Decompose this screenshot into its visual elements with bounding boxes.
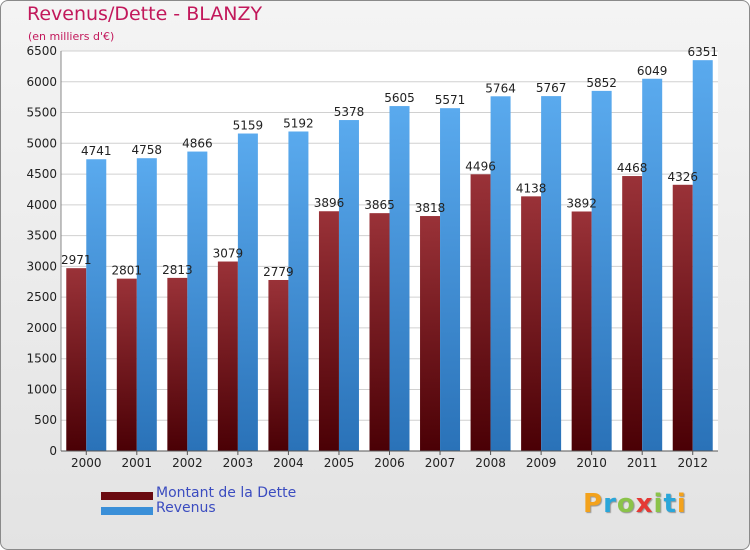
bar-revenus (187, 151, 208, 452)
bar-label-dette: 2801 (112, 264, 143, 278)
bar-label-dette: 2813 (162, 263, 193, 277)
proxiti-logo: Proxiti (583, 489, 687, 519)
x-tick-label: 2010 (576, 456, 607, 470)
x-tick-label: 2000 (71, 456, 102, 470)
bar-revenus (591, 90, 612, 451)
bar-revenus (389, 106, 410, 452)
bar-label-dette: 3079 (213, 247, 244, 261)
x-tick-label: 2005 (324, 456, 355, 470)
x-tick-label: 2006 (374, 456, 405, 470)
logo-letter: i (653, 489, 664, 519)
bar-dette (571, 211, 592, 451)
bar-revenus (490, 96, 511, 452)
legend-label-dette: Montant de la Dette (156, 485, 297, 501)
bar-label-revenus: 6351 (687, 45, 718, 59)
logo-letter: P (583, 489, 604, 519)
bar-label-dette: 3892 (566, 196, 597, 210)
y-tick-label: 4000 (26, 198, 57, 212)
x-tick-label: 2011 (627, 456, 658, 470)
logo-letter: t (663, 489, 677, 519)
bar-label-revenus: 5764 (485, 81, 516, 95)
bar-dette (369, 213, 390, 451)
bar-revenus (642, 78, 663, 451)
x-tick-label: 2007 (425, 456, 456, 470)
bar-labels: 2971 4741 2801 4758 2813 4866 3079 5159 2779 5192… (61, 45, 718, 279)
logo-letter: r (603, 489, 617, 519)
y-tick-label: 6500 (26, 44, 57, 58)
legend-swatch-dette (101, 492, 153, 500)
bar-label-dette: 4496 (465, 159, 496, 173)
bar-label-dette: 4326 (667, 170, 698, 184)
bar-dette (217, 261, 238, 451)
y-tick-label: 5000 (26, 136, 57, 150)
bar-label-dette: 2971 (61, 253, 92, 267)
legend-swatch-revenus (101, 507, 153, 515)
y-axis: 0 500 1000 1500 2000 2500 3000 3500 4000 4500 5000… (26, 44, 62, 458)
bar-revenus (338, 120, 359, 452)
y-tick-label: 4500 (26, 167, 57, 181)
bar-dette (672, 184, 693, 452)
y-tick-label: 3500 (26, 229, 57, 243)
y-tick-label: 3000 (26, 259, 57, 273)
bar-revenus (692, 60, 713, 452)
bar-label-dette: 3865 (364, 198, 395, 212)
bar-dette (521, 196, 542, 451)
bar-dette (268, 279, 289, 451)
bar-label-revenus: 5767 (536, 81, 567, 95)
y-tick-label: 500 (34, 413, 57, 427)
bar-label-revenus: 5852 (586, 76, 617, 90)
bar-dette (420, 216, 441, 451)
x-tick-label: 2001 (122, 456, 153, 470)
bar-label-dette: 3896 (314, 196, 345, 210)
x-tick-label: 2003 (223, 456, 254, 470)
bar-label-revenus: 4758 (132, 143, 163, 157)
bar-revenus (541, 96, 562, 451)
x-tick-label: 2004 (273, 456, 304, 470)
bars (66, 60, 713, 452)
bar-revenus (288, 131, 309, 451)
bar-dette (318, 211, 339, 451)
y-tick-label: 2000 (26, 321, 57, 335)
bar-dette (622, 176, 643, 452)
bar-label-revenus: 5605 (384, 91, 415, 105)
bar-label-revenus: 5192 (283, 116, 314, 130)
x-axis: 2000 2001 2002 2003 2004 2005 2006 2007 2008 2009… (61, 450, 718, 470)
bar-label-revenus: 5159 (233, 119, 264, 133)
bar-label-revenus: 5571 (435, 93, 466, 107)
bar-label-revenus: 5378 (334, 105, 365, 119)
bar-dette (66, 268, 87, 451)
logo-letter: i (676, 489, 687, 519)
chart-title: Revenus/Dette - BLANZY (27, 3, 263, 25)
x-tick-label: 2012 (677, 456, 708, 470)
logo-letter: o (616, 489, 636, 519)
y-tick-label: 2500 (26, 290, 57, 304)
bar-label-dette: 3818 (415, 201, 446, 215)
x-tick-label: 2002 (172, 456, 203, 470)
y-tick-label: 0 (49, 444, 57, 458)
x-tick-label: 2008 (475, 456, 506, 470)
bar-label-revenus: 6049 (637, 64, 668, 78)
bar-label-dette: 2779 (263, 265, 294, 279)
y-tick-label: 5500 (26, 106, 57, 120)
bar-revenus (136, 158, 157, 451)
y-tick-label: 1000 (26, 382, 57, 396)
y-tick-label: 6000 (26, 75, 57, 89)
bar-dette (470, 174, 491, 452)
bar-label-dette: 4468 (617, 161, 648, 175)
legend-label-revenus: Revenus (156, 500, 216, 516)
bar-label-revenus: 4741 (81, 144, 112, 158)
bar-revenus (86, 159, 107, 451)
bar-revenus (237, 133, 258, 451)
bar-revenus (440, 108, 461, 452)
bar-label-revenus: 4866 (182, 137, 213, 151)
bar-label-dette: 4138 (516, 181, 547, 195)
bar-dette (167, 277, 188, 451)
y-tick-label: 1500 (26, 352, 57, 366)
logo-letter: x (635, 489, 654, 519)
chart-subtitle: (en milliers d'€) (28, 30, 115, 43)
x-tick-label: 2009 (526, 456, 557, 470)
bar-dette (116, 278, 137, 451)
